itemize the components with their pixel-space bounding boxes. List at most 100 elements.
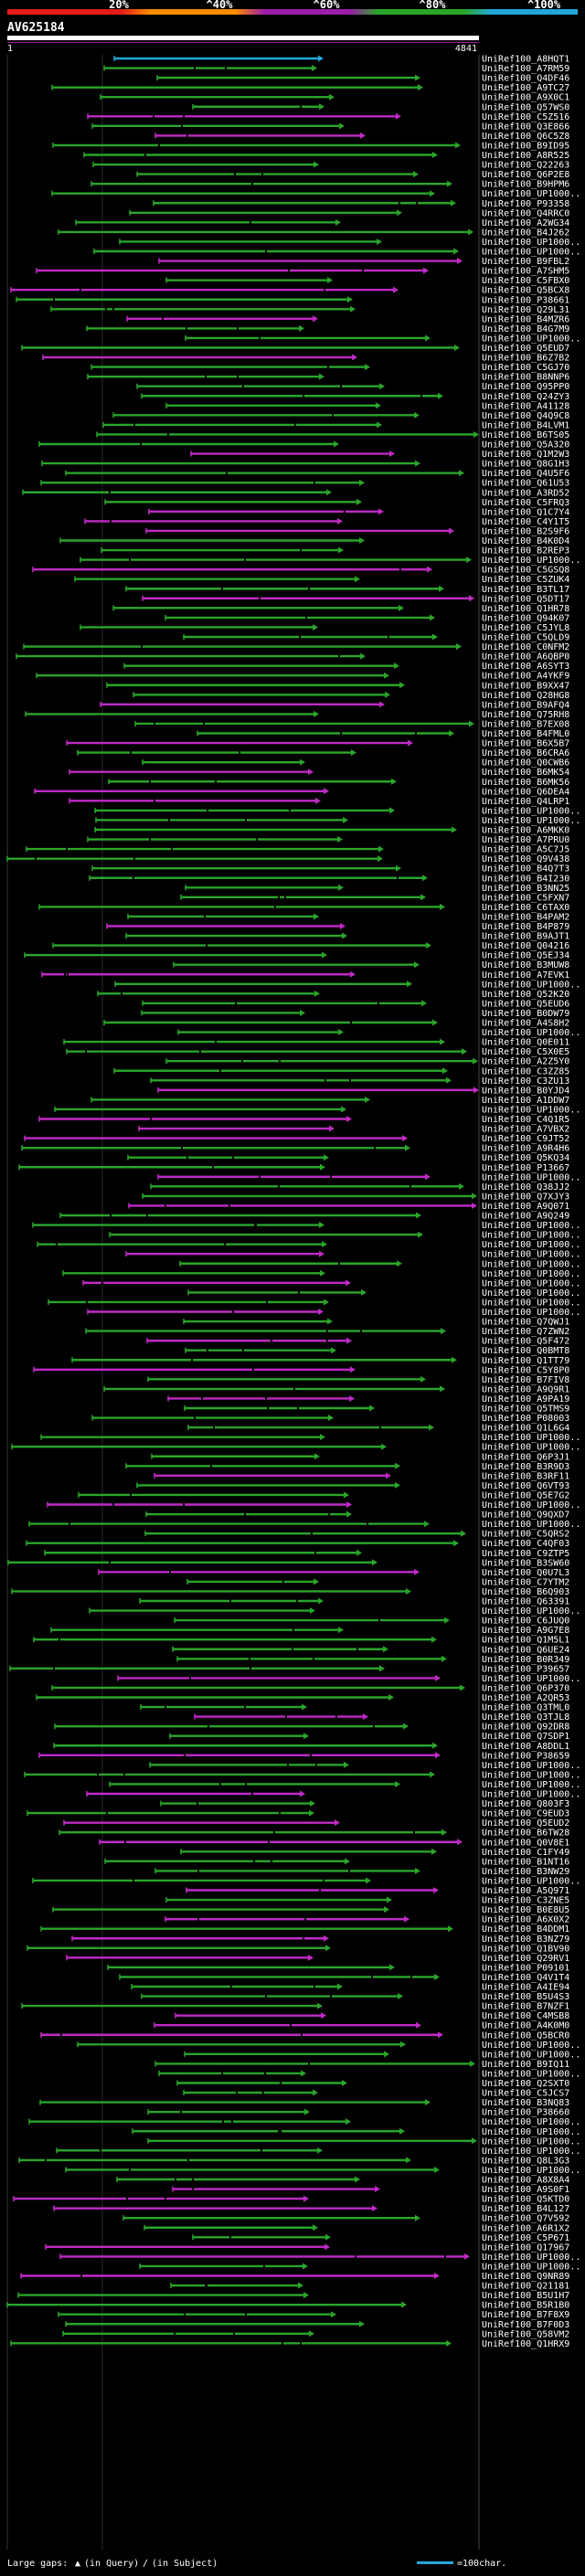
hit-label[interactable]: UniRef100_B5U1H7 — [482, 2291, 569, 2301]
hit-label[interactable]: UniRef100_B4P879 — [482, 922, 569, 932]
hit-label[interactable]: UniRef100_Q8G1H3 — [482, 460, 569, 470]
hit-label[interactable]: UniRef100_C5GJ70 — [482, 363, 569, 373]
hit-label[interactable]: UniRef100_A8DDL1 — [482, 1742, 569, 1752]
hit-label[interactable]: UniRef100_C5JCS7 — [482, 2089, 569, 2099]
hit-label[interactable]: UniRef100_Q7V592 — [482, 2214, 569, 2224]
hit-label[interactable]: UniRef100_C4Y1T5 — [482, 517, 569, 527]
hit-label[interactable]: UniRef100_A41128 — [482, 401, 569, 411]
hit-label[interactable]: UniRef100_A9Q071 — [482, 1202, 569, 1212]
hit-label[interactable]: UniRef100_Q4Q9C8 — [482, 411, 569, 421]
hit-label[interactable]: UniRef100_UP1000.. — [482, 1172, 580, 1182]
hit-label[interactable]: UniRef100_C5GSQ8 — [482, 566, 569, 576]
hit-label[interactable]: UniRef100_C5QLD9 — [482, 633, 569, 643]
hit-label[interactable]: UniRef100_Q5EUD2 — [482, 1818, 569, 1829]
hit-label[interactable]: UniRef100_P38660 — [482, 2108, 569, 2118]
hit-label[interactable]: UniRef100_A7VBX2 — [482, 1125, 569, 1135]
hit-label[interactable]: UniRef100_Q7XJY3 — [482, 1192, 569, 1202]
hit-label[interactable]: UniRef100_C7YTM2 — [482, 1577, 569, 1587]
hit-label[interactable]: UniRef100_UP1000.. — [482, 2117, 580, 2127]
hit-label[interactable]: UniRef100_UP1000.. — [482, 1761, 580, 1771]
hit-label[interactable]: UniRef100_A4IE94 — [482, 1983, 569, 1993]
hit-label[interactable]: UniRef100_A4S8H2 — [482, 1019, 569, 1029]
hit-label[interactable]: UniRef100_Q5F472 — [482, 1337, 569, 1347]
hit-label[interactable]: UniRef100_Q2SXT0 — [482, 2079, 569, 2089]
hit-label[interactable]: UniRef100_A6R1X2 — [482, 2223, 569, 2233]
hit-label[interactable]: UniRef100_Q1M2W3 — [482, 450, 569, 460]
hit-label[interactable]: UniRef100_A6QBP0 — [482, 652, 569, 663]
hit-label[interactable]: UniRef100_B6Z7B2 — [482, 354, 569, 364]
hit-label[interactable]: UniRef100_Q9NR89 — [482, 2272, 569, 2282]
hit-label[interactable]: UniRef100_Q6P3J1 — [482, 1452, 569, 1462]
hit-label[interactable]: UniRef100_A8HQT1 — [482, 55, 569, 65]
hit-label[interactable]: UniRef100_UP1000.. — [482, 556, 580, 566]
hit-label[interactable]: UniRef100_B2S9F6 — [482, 526, 569, 536]
hit-label[interactable]: UniRef100_A7EVK1 — [482, 970, 569, 981]
hit-label[interactable]: UniRef100_Q5A320 — [482, 440, 569, 451]
hit-label[interactable]: UniRef100_A9Q9R1 — [482, 1384, 569, 1394]
hit-label[interactable]: UniRef100_Q5BCX8 — [482, 286, 569, 296]
hit-label[interactable]: UniRef100_B6Q903 — [482, 1587, 569, 1597]
hit-label[interactable]: UniRef100_Q4LRP1 — [482, 797, 569, 807]
hit-label[interactable]: UniRef100_UP1000.. — [482, 2050, 580, 2060]
hit-label[interactable]: UniRef100_B3NQ83 — [482, 2098, 569, 2108]
hit-label[interactable]: UniRef100_C0NFM2 — [482, 642, 569, 652]
hit-label[interactable]: UniRef100_Q6P370 — [482, 1683, 569, 1693]
hit-label[interactable]: UniRef100_Q1HRX9 — [482, 2339, 569, 2349]
hit-label[interactable]: UniRef100_Q5BCR0 — [482, 2030, 569, 2041]
hit-label[interactable]: UniRef100_P38659 — [482, 1751, 569, 1761]
hit-label[interactable]: UniRef100_B7NZF1 — [482, 2002, 569, 2012]
hit-label[interactable]: UniRef100_UP1000.. — [482, 1028, 580, 1038]
hit-label[interactable]: UniRef100_B7F0D3 — [482, 2320, 569, 2330]
hit-label[interactable]: UniRef100_Q8L3G3 — [482, 2156, 569, 2166]
hit-label[interactable]: UniRef100_UP1000.. — [482, 2127, 580, 2137]
hit-label[interactable]: UniRef100_B4G7M9 — [482, 324, 569, 334]
hit-label[interactable]: UniRef100_A9X0C1 — [482, 93, 569, 103]
hit-label[interactable]: UniRef100_A7SHM5 — [482, 267, 569, 277]
hit-label[interactable]: UniRef100_UP1000.. — [482, 1298, 580, 1308]
hit-label[interactable]: UniRef100_Q17967 — [482, 2242, 569, 2253]
hit-label[interactable]: UniRef100_Q5E7G2 — [482, 1490, 569, 1500]
hit-label[interactable]: UniRef100_A6SYT3 — [482, 662, 569, 672]
hit-label[interactable]: UniRef100_C5Z516 — [482, 112, 569, 122]
hit-label[interactable]: UniRef100_UP1000.. — [482, 1674, 580, 1684]
hit-label[interactable]: UniRef100_Q75RH8 — [482, 710, 569, 720]
hit-label[interactable]: UniRef100_B4L127 — [482, 2204, 569, 2214]
hit-label[interactable]: UniRef100_UP1000.. — [482, 1240, 580, 1250]
hit-label[interactable]: UniRef100_B4FML0 — [482, 729, 569, 739]
hit-label[interactable]: UniRef100_B4Q7T3 — [482, 864, 569, 875]
hit-label[interactable]: UniRef100_B0R349 — [482, 1655, 569, 1665]
hit-label[interactable]: UniRef100_A9PA19 — [482, 1394, 569, 1405]
hit-label[interactable]: UniRef100_Q3TML0 — [482, 1703, 569, 1713]
hit-label[interactable]: UniRef100_C5QRS2 — [482, 1530, 569, 1540]
hit-label[interactable]: UniRef100_B3TL17 — [482, 585, 569, 595]
hit-label[interactable]: UniRef100_A9R4H6 — [482, 1144, 569, 1154]
hit-label[interactable]: UniRef100_Q22263 — [482, 161, 569, 171]
hit-label[interactable]: UniRef100_Q7QWJ1 — [482, 1318, 569, 1328]
hit-label[interactable]: UniRef100_Q1BV90 — [482, 1944, 569, 1954]
hit-label[interactable]: UniRef100_C4MSB8 — [482, 2011, 569, 2021]
hit-label[interactable]: UniRef100_B2REP3 — [482, 546, 569, 557]
hit-label[interactable]: UniRef100_UP1000.. — [482, 2041, 580, 2051]
hit-label[interactable]: UniRef100_B5R1B0 — [482, 2301, 569, 2311]
hit-label[interactable]: UniRef100_C5P671 — [482, 2233, 569, 2243]
hit-label[interactable]: UniRef100_B4I230 — [482, 874, 569, 884]
hit-label[interactable]: UniRef100_UP1000.. — [482, 1231, 580, 1241]
hit-label[interactable]: UniRef100_B3NN25 — [482, 884, 569, 894]
hit-label[interactable]: UniRef100_A9Q249 — [482, 1212, 569, 1222]
hit-label[interactable]: UniRef100_B9AJT1 — [482, 932, 569, 942]
hit-label[interactable]: UniRef100_Q803F3 — [482, 1799, 569, 1809]
hit-label[interactable]: UniRef100_Q94K07 — [482, 613, 569, 623]
hit-label[interactable]: UniRef100_C5JYL8 — [482, 623, 569, 633]
hit-label[interactable]: UniRef100_B4K0D4 — [482, 536, 569, 546]
hit-label[interactable]: UniRef100_UP1000.. — [482, 238, 580, 248]
hit-label[interactable]: UniRef100_A9S0F1 — [482, 2185, 569, 2195]
hit-label[interactable]: UniRef100_B9HPM6 — [482, 180, 569, 190]
hit-label[interactable]: UniRef100_Q92DR8 — [482, 1723, 569, 1733]
hit-label[interactable]: UniRef100_Q1HR78 — [482, 604, 569, 614]
hit-label[interactable]: UniRef100_A8R525 — [482, 151, 569, 161]
hit-label[interactable]: UniRef100_C1FY49 — [482, 1848, 569, 1858]
hit-label[interactable]: UniRef100_UP1000.. — [482, 1259, 580, 1269]
hit-label[interactable]: UniRef100_C9ZTP5 — [482, 1549, 569, 1559]
hit-label[interactable]: UniRef100_UP1000.. — [482, 1443, 580, 1453]
hit-label[interactable]: UniRef100_UP1000.. — [482, 1770, 580, 1780]
